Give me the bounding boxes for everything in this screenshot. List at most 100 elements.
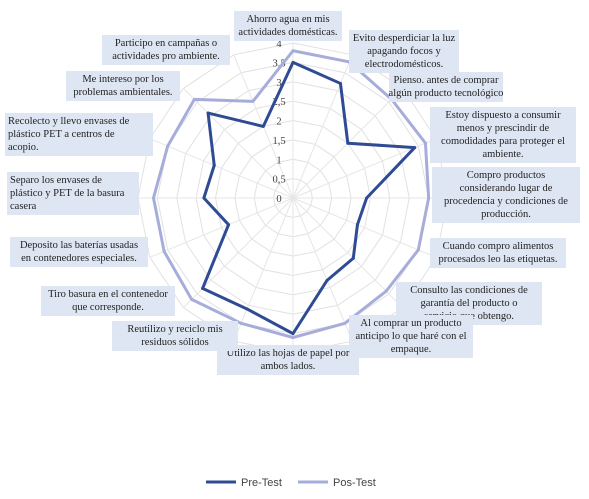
category-label-text: Tiro basura en el contenedor que correspo…: [48, 289, 168, 313]
category-label: Recolecto y llevo envases de plástico PET…: [5, 113, 153, 156]
data-point: [343, 321, 347, 325]
radar-grid: [137, 42, 449, 354]
legend-item-pre-test: Pre-Test: [206, 477, 282, 489]
category-label-text: Utilizo las hojas de papel por ambos lado…: [227, 348, 350, 372]
data-point: [325, 278, 329, 282]
label-background: [10, 237, 148, 267]
category-label: Ahorro agua en mis actividades domésticas…: [234, 11, 342, 41]
category-label: Consulto las condiciones de garantía del …: [396, 282, 542, 325]
data-point: [206, 111, 210, 115]
data-point: [365, 196, 369, 200]
data-point: [355, 223, 359, 227]
label-background: [5, 113, 153, 156]
category-label: Participo en campañas o actividades pro a…: [102, 35, 230, 65]
category-label-text: Compro productos considerando lugar de pro…: [444, 170, 568, 220]
label-background: [430, 238, 566, 268]
data-point: [202, 196, 206, 200]
data-point: [384, 289, 388, 293]
data-point: [212, 163, 216, 167]
data-series: [152, 49, 431, 339]
data-point: [291, 332, 295, 336]
legend: Pre-Test Pos-Test: [206, 477, 376, 489]
data-point: [291, 336, 295, 339]
data-point: [192, 97, 196, 101]
data-point: [346, 141, 350, 145]
legend-label: Pos-Test: [333, 477, 376, 489]
label-background: [66, 71, 180, 101]
category-label: Deposito las baterías usadas en contenedo…: [10, 237, 148, 267]
data-point: [251, 99, 255, 103]
tick-label: 2: [276, 117, 281, 128]
category-label-text: Ahorro agua en mis actividades domésticas…: [238, 14, 337, 38]
category-label-text: Participo en campañas o actividades pro a…: [112, 38, 220, 62]
category-label: Cuando compro alimentos procesados leo la…: [430, 238, 566, 268]
category-label-text: Cuando compro alimentos procesados leo la…: [439, 241, 558, 265]
tick-label: 2,5: [272, 97, 285, 108]
data-point: [291, 49, 295, 53]
grid-spoke: [233, 197, 294, 342]
label-background: [217, 345, 359, 375]
legend-item-pos-test: Pos-Test: [298, 477, 376, 489]
label-background: [349, 30, 459, 73]
data-point: [338, 81, 342, 85]
grid-spoke: [292, 197, 353, 342]
tick-label: 1: [276, 155, 281, 166]
data-point: [416, 248, 420, 252]
grid-spoke: [292, 197, 437, 258]
tick-label: 0,5: [272, 175, 285, 186]
tick-label: 3: [276, 78, 281, 89]
category-labels: Ahorro agua en mis actividades domésticas…: [5, 11, 580, 375]
data-point: [245, 307, 249, 311]
grid-spoke: [292, 54, 353, 199]
data-point: [162, 249, 166, 253]
label-background: [234, 11, 342, 41]
data-point: [351, 256, 355, 260]
grid-spoke: [149, 197, 294, 258]
category-label-text: Al comprar un producto anticipo lo que ha…: [355, 318, 466, 355]
data-point: [291, 60, 295, 64]
label-background: [389, 72, 503, 102]
radial-tick-labels: 0 0,5 1 1,5 2 2,5 3 3,5 4: [272, 39, 285, 205]
data-point: [166, 144, 170, 148]
tick-label: 4: [276, 39, 282, 50]
category-label-text: Estoy dispuesto a consumir menos y presci…: [441, 110, 565, 160]
tick-label: 0: [276, 194, 281, 205]
category-label: Pienso. antes de comprar algún producto t…: [389, 72, 503, 102]
data-point: [261, 124, 265, 128]
grid-spoke: [149, 138, 294, 199]
category-label: Tiro basura en el contenedor que correspo…: [41, 286, 175, 316]
data-point: [413, 146, 417, 150]
data-point: [152, 196, 155, 200]
data-point: [427, 196, 431, 200]
category-label: Utilizo las hojas de papel por ambos lado…: [217, 345, 359, 375]
label-background: [7, 172, 139, 215]
category-label: Evito desperdiciar la luz apagando focos …: [349, 30, 459, 73]
data-point: [201, 286, 205, 290]
category-label: Compro productos considerando lugar de pro…: [432, 167, 580, 223]
legend-label: Pre-Test: [241, 477, 282, 489]
category-label: Estoy dispuesto a consumir menos y presci…: [430, 107, 576, 163]
category-label-text: Reutilizo y reciclo mis residuos sólidos: [127, 324, 222, 348]
data-point: [190, 297, 194, 301]
label-background: [112, 321, 238, 351]
data-point: [423, 141, 427, 145]
category-label-text: Recolecto y llevo envases de plástico PET…: [8, 116, 130, 153]
data-point: [227, 223, 231, 227]
label-background: [349, 315, 473, 358]
label-background: [41, 286, 175, 316]
category-label: Reutilizo y reciclo mis residuos sólidos: [112, 321, 238, 351]
label-background: [102, 35, 230, 65]
grid-spoke: [183, 88, 294, 199]
category-label: Al comprar un producto anticipo lo que ha…: [349, 315, 473, 358]
category-label: Separo los envases de plástico y PET de l…: [7, 172, 139, 215]
category-label-text: Separo los envases de plástico y PET de l…: [10, 175, 125, 212]
tick-label: 1,5: [272, 136, 285, 147]
grid-spoke: [292, 197, 403, 308]
category-label-text: Me intereso por los problemas ambientales…: [73, 74, 172, 98]
data-point: [239, 321, 243, 325]
category-label-text: Evito desperdiciar la luz apagando focos …: [353, 33, 456, 70]
label-background: [432, 167, 580, 223]
category-label-text: Deposito las baterías usadas en contenedo…: [20, 240, 138, 264]
label-background: [430, 107, 576, 163]
